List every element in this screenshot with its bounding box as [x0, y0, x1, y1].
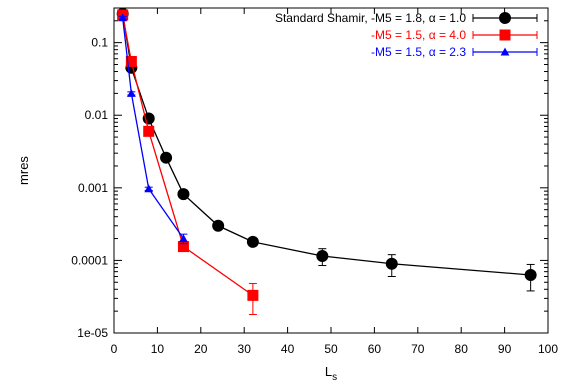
y-tick-label: 0.01: [85, 108, 109, 122]
series-group: [116, 7, 537, 315]
x-axis-label-main: L: [325, 364, 332, 379]
y-tick-label: 0.0001: [71, 253, 108, 267]
series-line: [122, 17, 184, 239]
series: [118, 13, 188, 245]
y-tick-label: 0.001: [78, 181, 108, 195]
data-point: [179, 234, 188, 243]
data-point: [247, 289, 259, 301]
legend-label: -M5 = 1.5, α = 2.3: [371, 45, 466, 59]
data-point: [385, 257, 398, 270]
data-point: [499, 12, 511, 24]
y-tick-labels: 1e-05 0.0001 0.001 0.01 0.1: [71, 36, 108, 340]
x-tick-label: 60: [368, 342, 382, 356]
x-tick-label: 40: [281, 342, 295, 356]
legend-item: -M5 = 1.5, α = 2.3: [371, 45, 538, 59]
series-line: [122, 13, 531, 276]
data-point: [212, 219, 225, 232]
data-point: [126, 88, 136, 97]
data-point: [143, 125, 155, 137]
data-point: [118, 13, 128, 22]
data-point: [524, 268, 537, 281]
x-tick-labels: 0 10 20 30 40 50 60 70 80 90 100: [111, 342, 559, 356]
x-axis-label-subscript: s: [332, 372, 337, 383]
y-axis-label: mres: [16, 156, 31, 185]
data-point: [500, 47, 510, 56]
data-point: [160, 151, 173, 164]
x-axis-label: Ls: [325, 364, 337, 383]
axis-ticks: [113, 8, 549, 334]
legend-label: -M5 = 1.5, α = 4.0: [371, 28, 466, 42]
data-point: [499, 29, 511, 41]
legend-item: Standard Shamir, -M5 = 1.8, α = 1.0: [275, 11, 538, 25]
data-point: [125, 55, 137, 67]
legend: Standard Shamir, -M5 = 1.8, α = 1.0 -M5 =…: [275, 11, 538, 59]
data-point: [316, 250, 329, 263]
x-tick-label: 70: [411, 342, 425, 356]
x-tick-label: 100: [538, 342, 558, 356]
plot-frame: [113, 7, 549, 334]
x-tick-label: 30: [238, 342, 252, 356]
x-tick-label: 20: [194, 342, 208, 356]
legend-label: Standard Shamir, -M5 = 1.8, α = 1.0: [275, 11, 466, 25]
data-point: [246, 235, 259, 248]
x-tick-label: 90: [498, 342, 512, 356]
data-point: [177, 188, 190, 201]
x-tick-label: 50: [324, 342, 338, 356]
y-tick-label: 1e-05: [77, 326, 108, 340]
series: [117, 9, 259, 315]
x-tick-label: 80: [455, 342, 469, 356]
y-tick-label: 0.1: [91, 36, 108, 50]
x-tick-label: 10: [151, 342, 165, 356]
data-point: [144, 184, 154, 193]
legend-item: -M5 = 1.5, α = 4.0: [371, 28, 538, 42]
x-tick-label: 0: [111, 342, 118, 356]
data-point: [177, 241, 189, 253]
plot-area-border: [113, 7, 549, 334]
